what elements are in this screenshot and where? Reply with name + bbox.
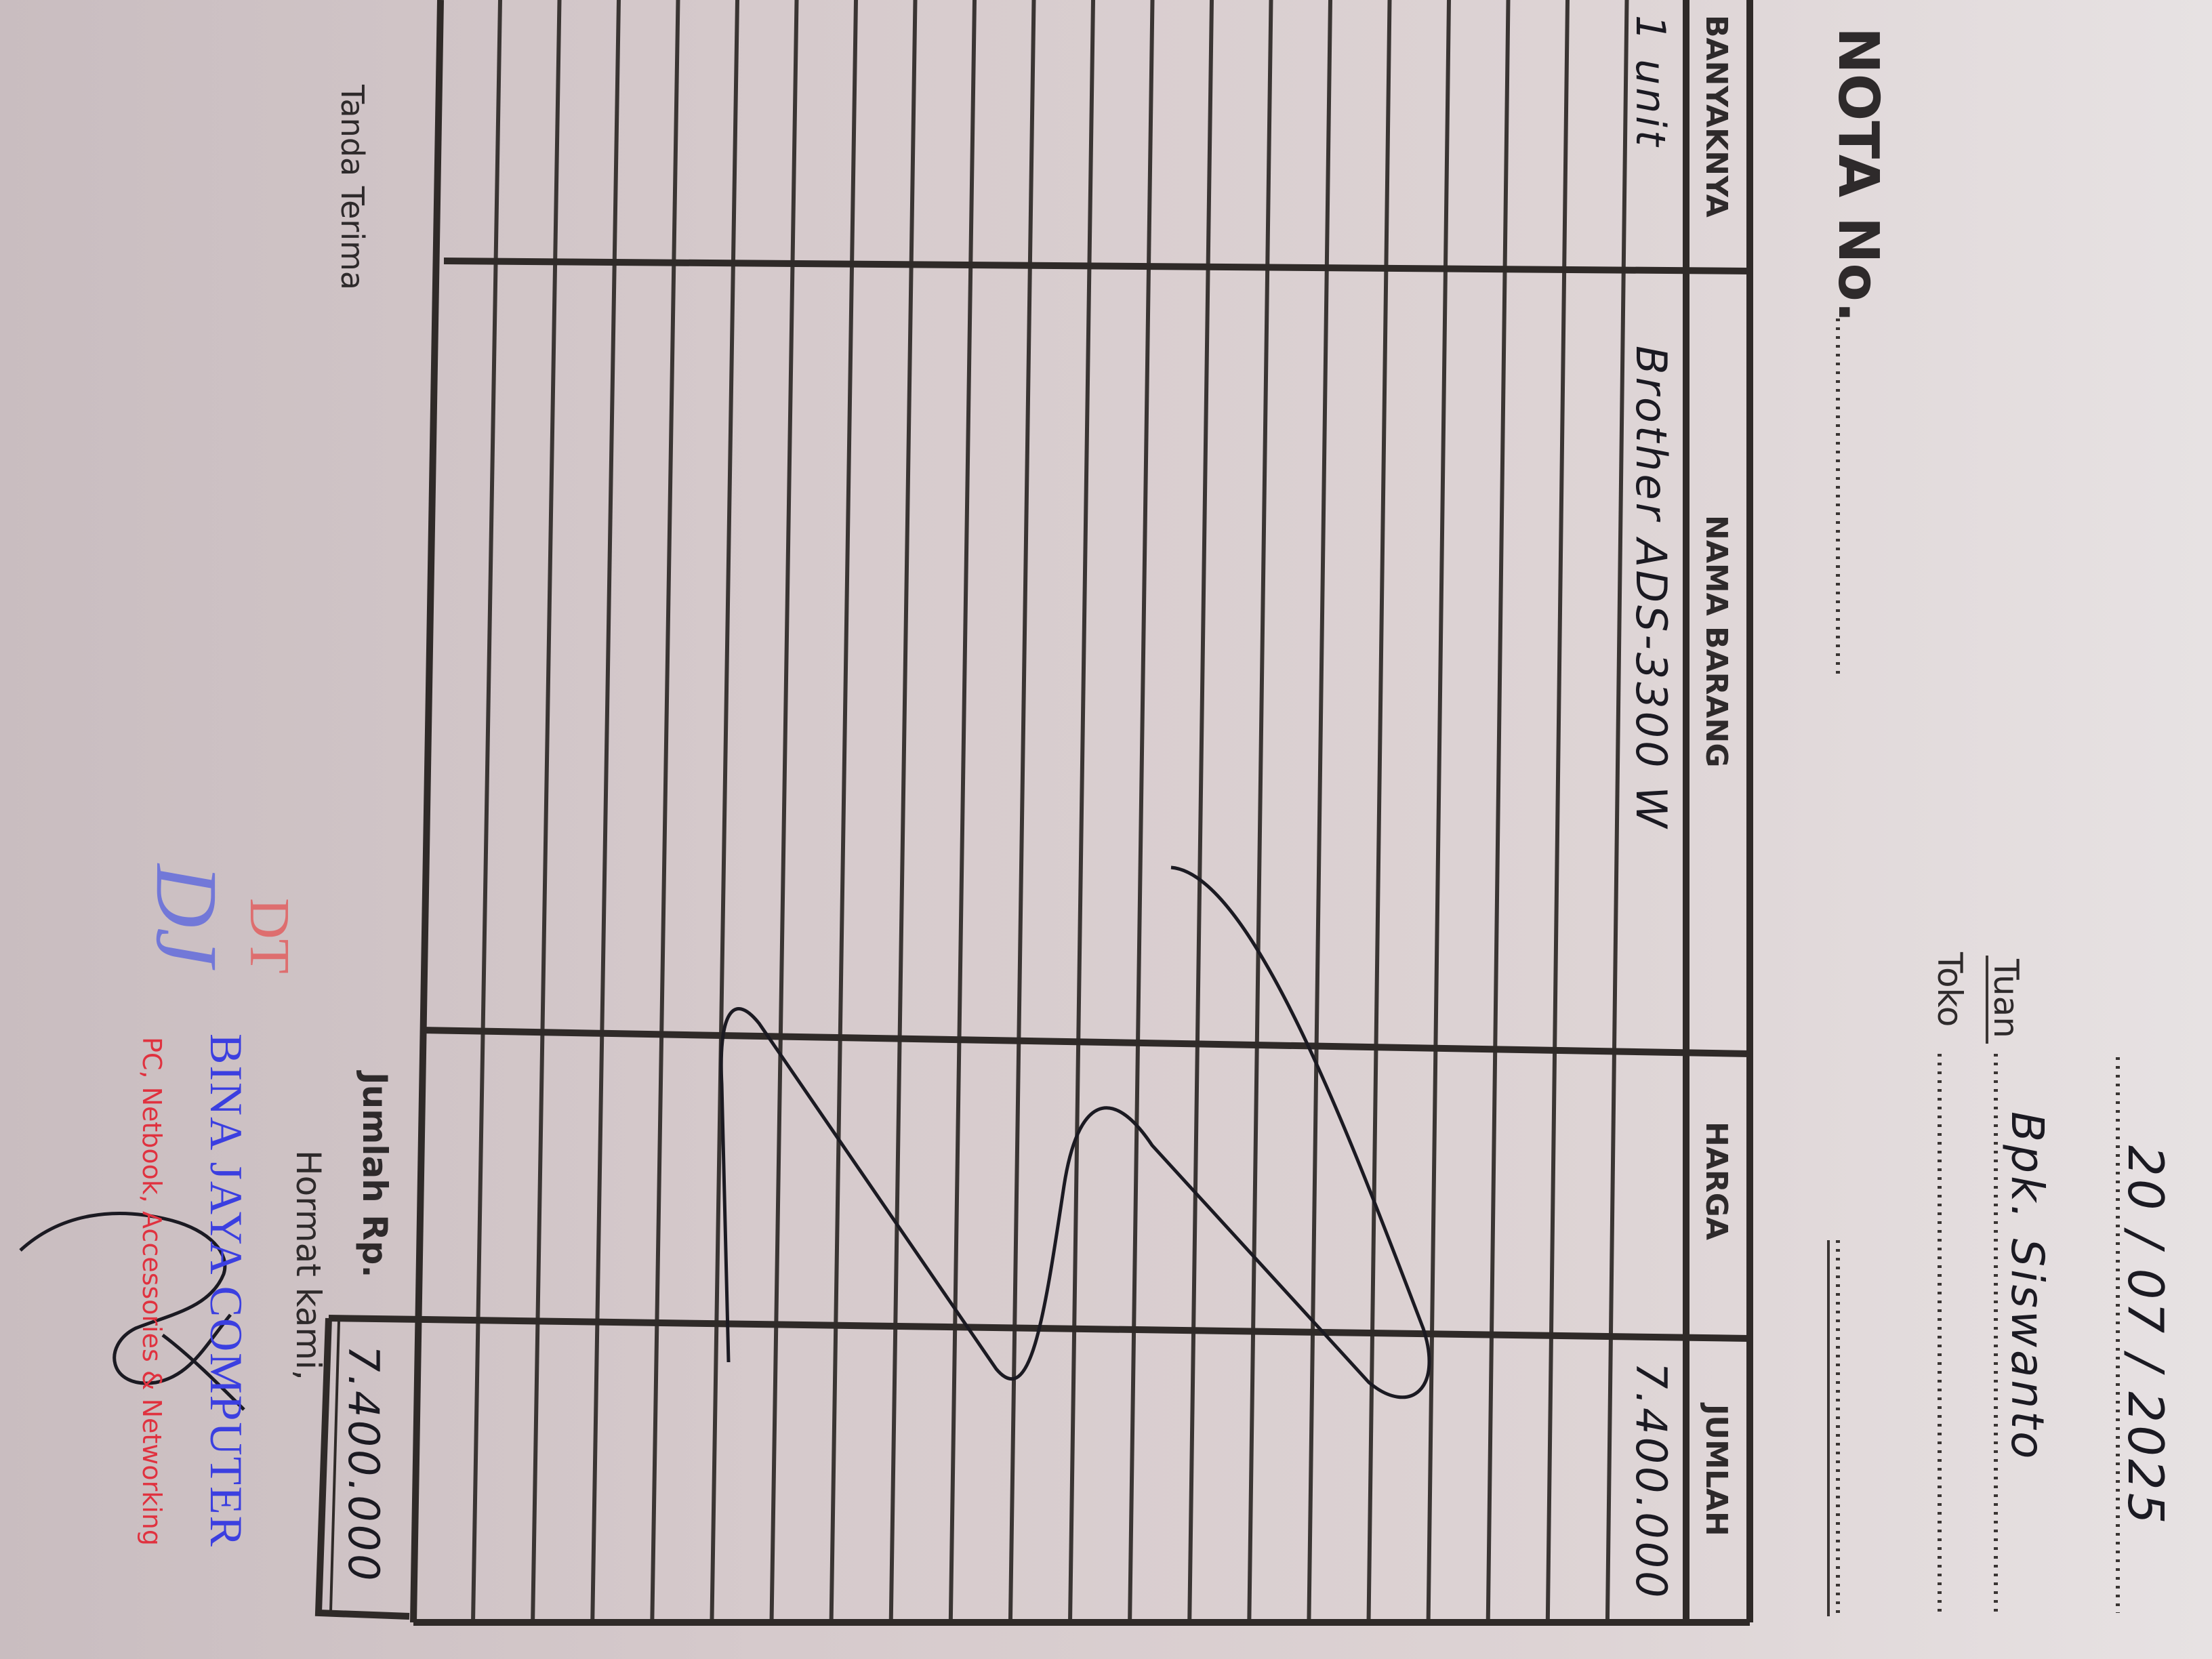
company-tagline: PC, Netbook, Accessories & Networking (137, 1037, 167, 1547)
table-row-line (1366, 0, 1392, 1623)
table-row-line (590, 0, 621, 1623)
table-bottom-border (410, 0, 444, 1623)
date-value: 20 / 07 / 2025 (2117, 1145, 2174, 1527)
total-box-inner (329, 1321, 340, 1612)
handwritten-signature-large (719, 865, 1431, 1399)
cell-banyaknya: 1 unit (1626, 15, 1674, 149)
table-row-line (1068, 0, 1095, 1623)
column-header-banyaknya: BANYAKNYA (1699, 15, 1734, 218)
column-header-nama-barang: NAMA BARANG (1699, 515, 1734, 768)
logo-letters-blue: DJ (138, 864, 235, 967)
table-row-line (1008, 0, 1036, 1623)
table-row-line (1307, 0, 1332, 1623)
total-box (314, 1317, 410, 1620)
column-header-jumlah: JUMLAH (1699, 1404, 1734, 1536)
table-borders (314, 0, 1753, 1626)
table-row-line (1247, 0, 1273, 1623)
table-row-line (1187, 0, 1214, 1623)
table-row-line (531, 0, 562, 1623)
table-row-line (829, 0, 858, 1623)
nota-number-label: NOTA No. (1826, 27, 1890, 323)
table-row-line (948, 0, 977, 1623)
toko-label: Toko (1930, 952, 1969, 1027)
table-row-line (888, 0, 918, 1623)
column-header-harga: HARGA (1699, 1122, 1734, 1240)
logo-letters-red: DT (238, 898, 301, 974)
handwritten-signature-small (19, 1211, 245, 1411)
table-row-line (650, 0, 680, 1623)
table-row-line (1426, 0, 1451, 1623)
table-row-line (1486, 0, 1511, 1623)
column-divider-2 (419, 1027, 1750, 1057)
dotted-lines (1836, 319, 2120, 1616)
tuan-label: Tuan (1986, 959, 2026, 1038)
table-row-line (471, 0, 502, 1623)
table-row-lines (471, 0, 1629, 1623)
tuan-value: Bpk. Siswanto (2001, 1111, 2053, 1462)
table-row-line (769, 0, 799, 1623)
cell-nama-barang: Brother ADS-3300 W (1626, 346, 1676, 831)
hormat-kami-label: Hormat kami, (289, 1150, 328, 1380)
total-label: Jumlah Rp. (355, 1072, 394, 1278)
table-row-line (1128, 0, 1155, 1623)
cell-jumlah: 7.400.000 (1626, 1362, 1676, 1601)
table-row-line (1605, 0, 1629, 1623)
table-row-line (1545, 0, 1570, 1623)
company-name: BINA JAYA COMPUTER (201, 1033, 252, 1548)
column-divider-1 (443, 258, 1750, 274)
table-row-line (710, 0, 739, 1623)
total-value: 7.400.000 (339, 1345, 388, 1584)
tanda-terima-label: Tanda Terima (334, 85, 371, 291)
